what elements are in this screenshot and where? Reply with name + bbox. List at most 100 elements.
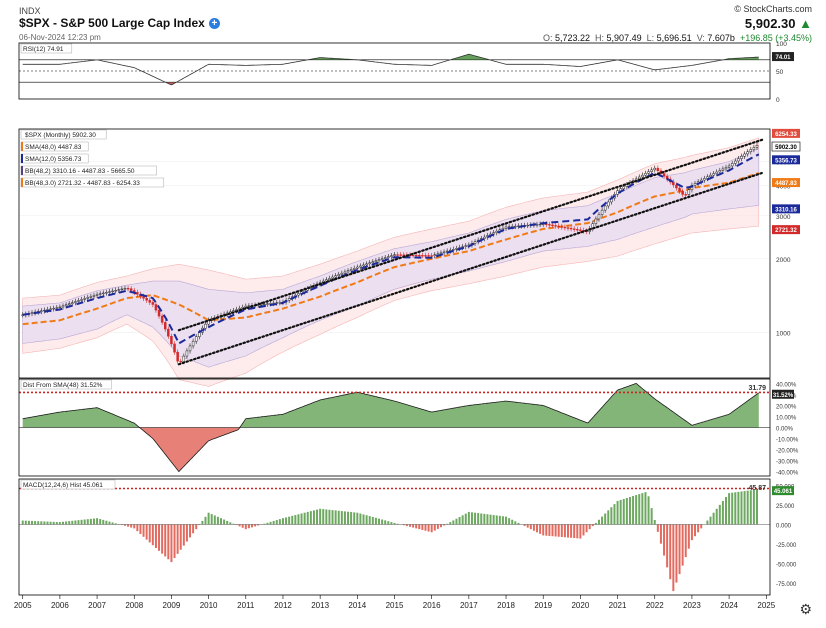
candle-body (182, 355, 186, 362)
dist-tick-7: -30.00% (776, 460, 799, 466)
macd-bar (542, 524, 545, 536)
candle-body (176, 351, 179, 362)
macd-bar (551, 524, 554, 537)
dist-tick-4: 0.00% (776, 427, 794, 433)
macd-bar (294, 515, 297, 525)
candle-body (263, 303, 266, 306)
candle-body (709, 174, 712, 178)
candle-body (560, 226, 564, 228)
candle-body (433, 254, 437, 256)
legend-entry-1: SMA(48,0) 4487.83 (25, 144, 82, 151)
macd-bar (263, 523, 266, 525)
candle-body (442, 251, 446, 254)
macd-label: MACD(12,24,6) Hist 45.061 (23, 482, 103, 489)
macd-bar (659, 524, 662, 544)
macd-bar (201, 520, 204, 525)
macd-bar (238, 524, 241, 527)
stockcharts-logo[interactable]: © StockCharts.com (734, 4, 812, 14)
volume-value: 7.607b (707, 33, 735, 43)
candle-body (191, 340, 195, 347)
price-tag-4: 3310.16 (775, 207, 797, 213)
macd-bar (477, 513, 480, 525)
macd-bar (334, 510, 337, 525)
candle-body (365, 263, 368, 266)
candle-body (625, 184, 629, 187)
price-tick-0: 1000 (776, 330, 791, 337)
macd-bar (229, 522, 232, 525)
macd-bar (52, 521, 55, 525)
candle-body (548, 224, 551, 226)
macd-bar (486, 514, 489, 525)
macd-bar (635, 495, 638, 525)
candle-body (331, 276, 334, 279)
macd-bar (638, 494, 641, 525)
macd-bar (690, 524, 693, 541)
rsi-overbought-fill (22, 54, 759, 60)
candle-body (74, 301, 77, 303)
dist-last-tag: 31.52% (773, 393, 794, 399)
add-icon[interactable]: + (208, 18, 220, 30)
x-tick-9: 2014 (348, 601, 366, 610)
macd-bar (31, 520, 34, 525)
x-tick-2: 2007 (88, 601, 106, 610)
macd-bar (347, 511, 350, 525)
macd-bar (266, 522, 269, 525)
macd-bar (250, 524, 253, 528)
macd-bar (86, 519, 89, 525)
macd-bar (189, 524, 192, 538)
macd-bar (607, 510, 610, 525)
macd-bar (371, 516, 374, 525)
macd-bar (374, 517, 377, 525)
macd-bar (220, 518, 223, 525)
macd-panel (18, 478, 771, 596)
candle-body (566, 227, 570, 229)
macd-bar (356, 512, 359, 525)
gear-icon[interactable]: ⚙ (799, 601, 812, 617)
macd-bar (396, 523, 399, 525)
macd-bar (517, 522, 520, 525)
macd-bar (700, 524, 703, 529)
candle-body (105, 292, 108, 294)
candle-body (92, 295, 96, 297)
candle-body (600, 209, 604, 215)
macd-bar (142, 524, 145, 537)
candle-body (86, 297, 90, 299)
rsi-tick-2: 0 (776, 97, 780, 104)
macd-bar (418, 524, 421, 530)
macd-bar (650, 508, 653, 525)
candle-body (334, 275, 337, 278)
macd-bar (99, 519, 102, 525)
candle-body (260, 304, 263, 306)
macd-bar (55, 521, 58, 525)
candle-body (340, 272, 344, 275)
macd-bar (58, 522, 61, 525)
legend-swatch-3 (21, 166, 23, 175)
macd-bar (508, 518, 511, 525)
macd-bar (557, 524, 560, 537)
macd-bar (43, 521, 46, 525)
candle-body (569, 227, 573, 230)
x-tick-6: 2011 (237, 601, 255, 610)
candle-body (123, 288, 127, 290)
macd-bar (179, 524, 182, 550)
macd-bar (114, 523, 117, 525)
macd-bar (545, 524, 548, 536)
candle-body (755, 145, 759, 148)
channel-upper-trendline (177, 138, 764, 332)
macd-bar (641, 493, 644, 525)
candle-body (151, 302, 155, 305)
macd-bar (656, 524, 659, 532)
macd-bar (158, 524, 161, 551)
macd-bar (672, 524, 675, 592)
candle-body (95, 294, 99, 296)
candle-body (743, 153, 746, 157)
candle-body (108, 291, 111, 293)
candle-body (650, 169, 653, 172)
candle-body (352, 268, 356, 270)
price-tag-1: 5902.30 (775, 145, 797, 151)
candle-body (715, 171, 718, 174)
macd-bar (625, 498, 628, 525)
candle-body (557, 225, 560, 228)
legend-box-0 (20, 129, 107, 140)
